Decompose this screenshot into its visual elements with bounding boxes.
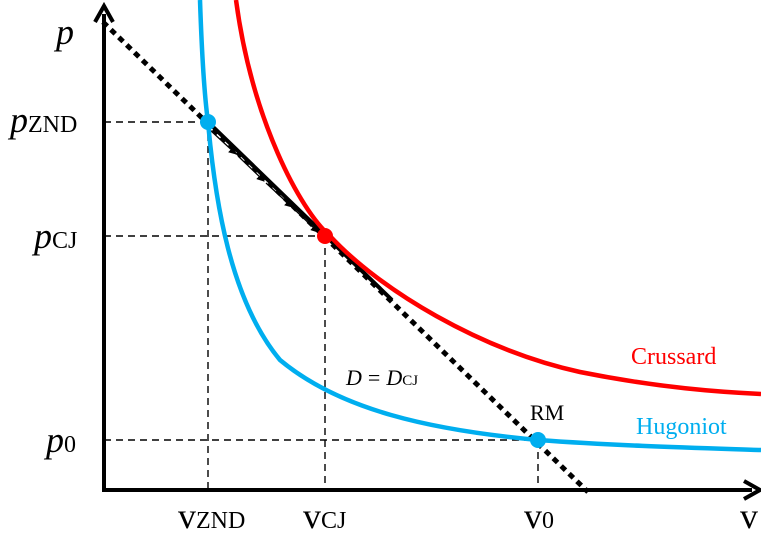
x-axis-arrow xyxy=(743,479,761,501)
v-cj-label: vCJ xyxy=(303,496,346,535)
hugoniot-curve xyxy=(197,0,761,453)
rm-point xyxy=(530,432,546,448)
v-znd-label: vZND xyxy=(178,496,245,535)
rayleigh-equation: D = DCJ xyxy=(345,365,418,390)
reference-lines xyxy=(104,121,539,490)
hugoniot-label: Hugoniot xyxy=(636,414,727,440)
crussard-label: Crussard xyxy=(631,344,716,370)
crussard-curve xyxy=(233,0,761,397)
p-zero-label: p0 xyxy=(43,420,76,460)
v-zero-label: v0 xyxy=(524,496,554,535)
znd-point xyxy=(200,114,216,130)
rayleigh-line xyxy=(101,20,590,494)
p-znd-label: pZND xyxy=(7,100,77,140)
y-axis-arrow xyxy=(93,1,115,23)
axes xyxy=(93,1,761,501)
p-cj-label: pCJ xyxy=(31,216,77,256)
y-axis-symbol: p xyxy=(53,12,74,52)
reaction-path-arrows xyxy=(209,129,319,233)
tangent-segment xyxy=(206,120,394,302)
x-axis-symbol: v xyxy=(740,496,758,535)
cj-point xyxy=(317,228,333,244)
rm-label: RM xyxy=(530,400,564,425)
